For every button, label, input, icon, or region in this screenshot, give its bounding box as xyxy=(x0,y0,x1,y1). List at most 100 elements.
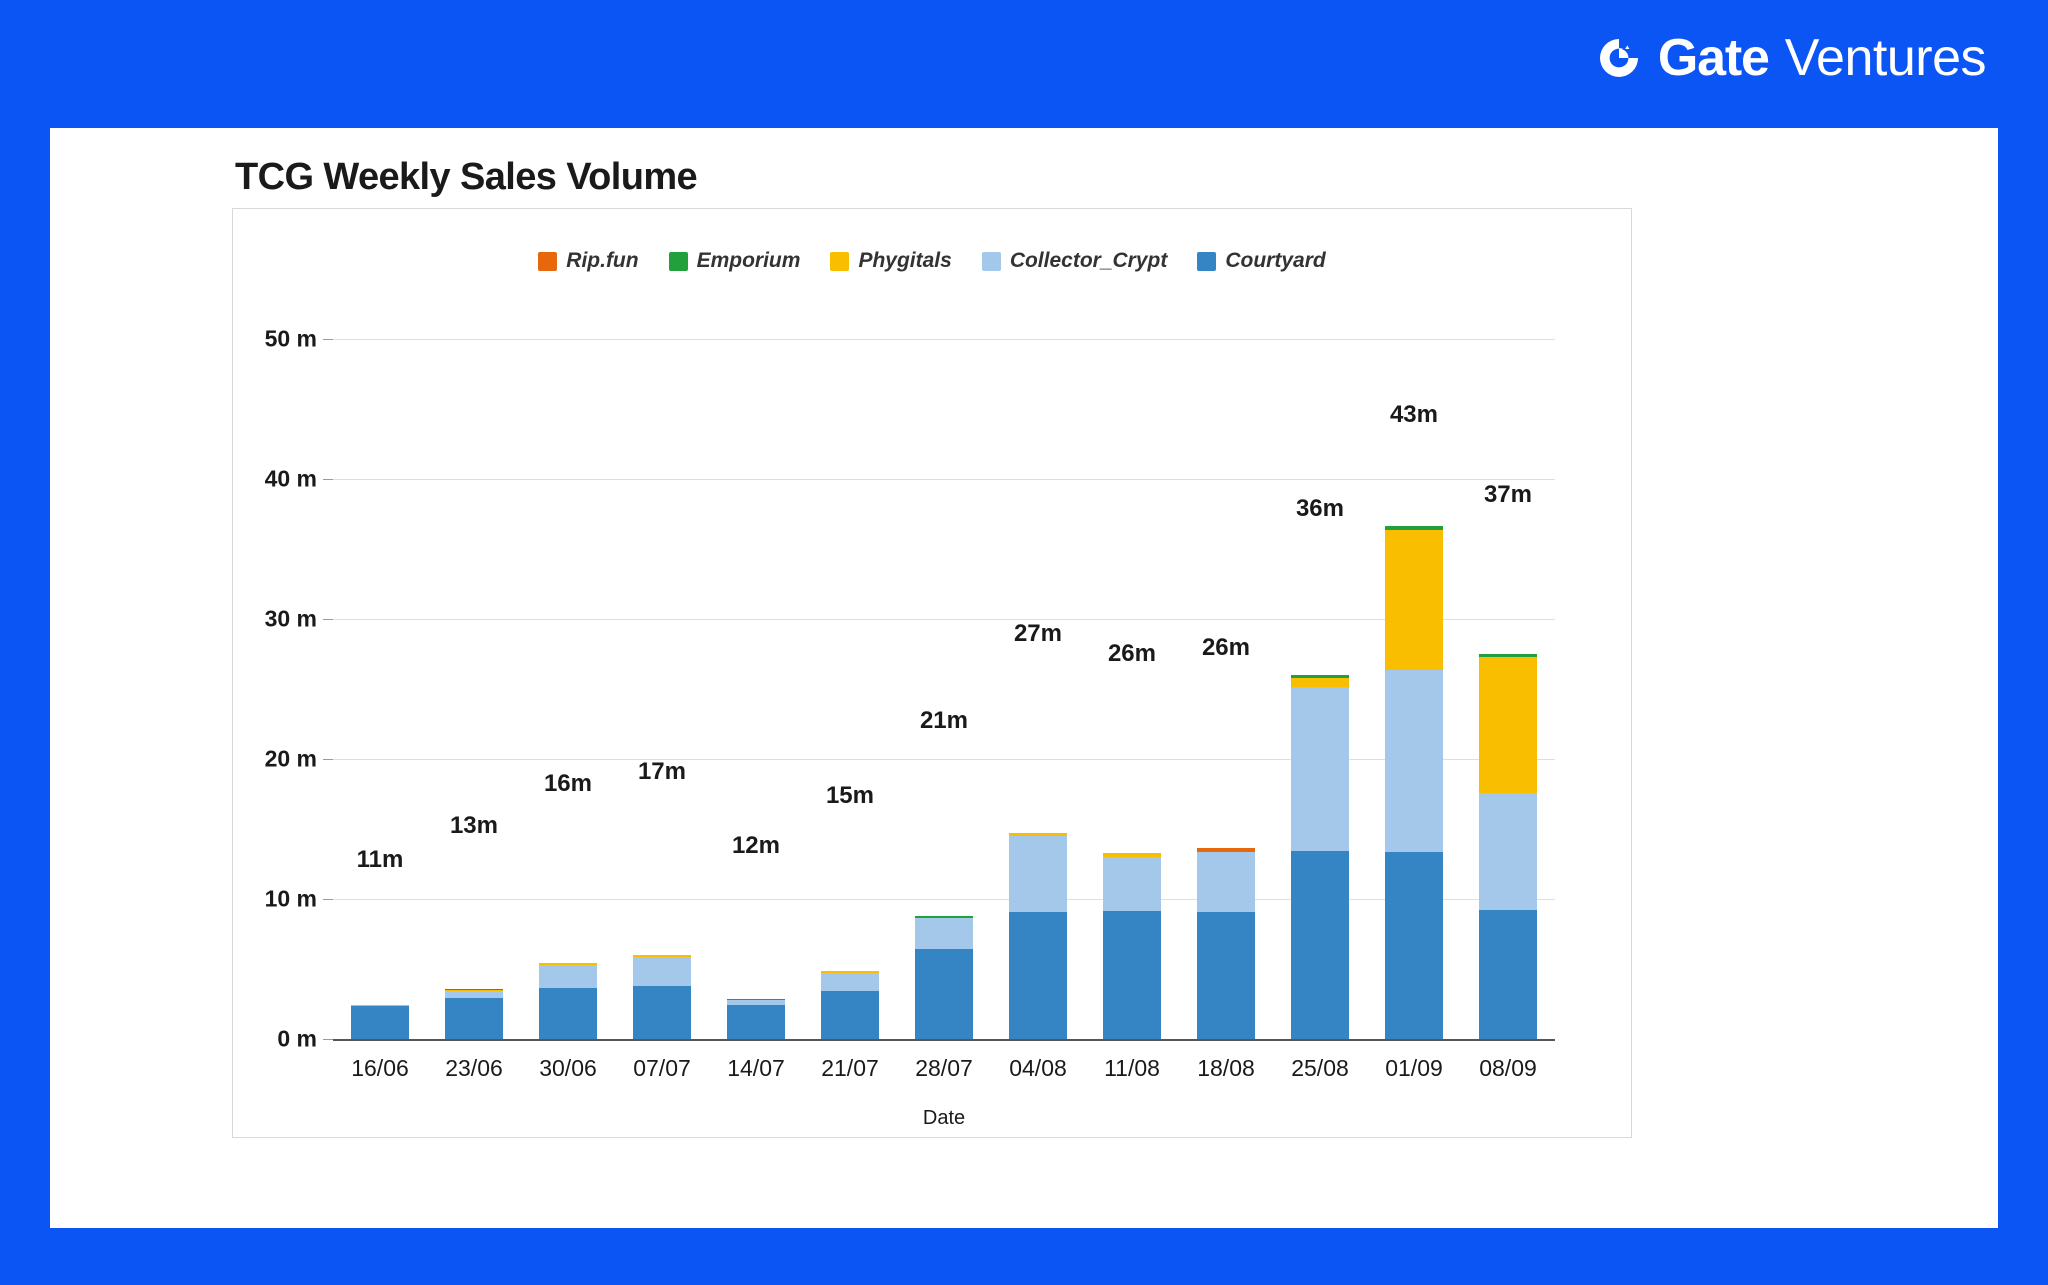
bar-segment-courtyard[interactable] xyxy=(1102,910,1162,1039)
bar-total-label: 27m xyxy=(1013,619,1063,647)
legend-item-emporium[interactable]: Emporium xyxy=(668,249,801,273)
bar-segment-collector-crypt[interactable] xyxy=(1290,686,1350,852)
bar-total-label: 13m xyxy=(449,812,499,840)
bar-segment-emporium[interactable] xyxy=(444,988,504,990)
bar-slot: 26m 11/08 xyxy=(1085,339,1179,1081)
bar-stack[interactable]: 12m xyxy=(726,832,786,1039)
legend-item-courtyard[interactable]: Courtyard xyxy=(1197,249,1326,273)
bars-layer: 11m 16/06 13m 23/06 16m 30/06 17m 07/07 12m 14/07… xyxy=(333,339,1555,1081)
x-tick-label: 08/09 xyxy=(1479,1055,1537,1081)
bar-slot: 36m 25/08 xyxy=(1273,339,1367,1081)
bar-segment-emporium[interactable] xyxy=(1478,653,1538,657)
bar-stack[interactable]: 27m xyxy=(1008,620,1068,1039)
bar-segment-courtyard[interactable] xyxy=(1196,912,1256,1039)
bar-total-label: 43m xyxy=(1389,400,1439,428)
x-tick-label: 18/08 xyxy=(1197,1055,1255,1081)
bar-segment-collector-crypt[interactable] xyxy=(632,956,692,986)
bar-segment-collector-crypt[interactable] xyxy=(1196,851,1256,913)
bar-segment-collector-crypt[interactable] xyxy=(1008,836,1068,913)
y-tick-mark xyxy=(323,339,333,340)
x-tick-label: 14/07 xyxy=(727,1055,785,1081)
bar-total-label: 16m xyxy=(543,769,593,797)
bar-segment-phygitals[interactable] xyxy=(820,970,880,974)
y-tick-mark xyxy=(323,759,333,760)
plot-area: 0 m 10 m 20 m 30 m 40 m 50 m 11m 16/06 13m 23/06… xyxy=(265,326,1555,1129)
bar-segment-collector-crypt[interactable] xyxy=(538,965,598,989)
gridline xyxy=(333,759,1555,760)
legend-swatch-icon xyxy=(830,251,850,271)
bar-segment-courtyard[interactable] xyxy=(1384,852,1444,1039)
x-tick-label: 16/06 xyxy=(351,1055,409,1081)
bar-slot: 16m 30/06 xyxy=(521,339,615,1081)
bar-slot: 21m 28/07 xyxy=(897,339,991,1081)
y-tick-mark xyxy=(323,899,333,900)
y-tick-label: 0 m xyxy=(277,1025,317,1052)
y-tick-mark xyxy=(323,619,333,620)
brand-logo: Gate Ventures xyxy=(1596,29,1987,87)
bar-segment-collector-crypt[interactable] xyxy=(914,918,974,950)
bar-segment-phygitals[interactable] xyxy=(1290,677,1350,687)
x-tick-label: 07/07 xyxy=(633,1055,691,1081)
bar-segment-emporium[interactable] xyxy=(1290,675,1350,678)
bar-segment-phygitals[interactable] xyxy=(1102,853,1162,857)
header-band: Gate Ventures xyxy=(0,0,2048,128)
bar-segment-phygitals[interactable] xyxy=(538,963,598,966)
legend-label: Courtyard xyxy=(1225,249,1326,272)
x-tick-label: 30/06 xyxy=(539,1055,597,1081)
bar-slot: 11m 16/06 xyxy=(333,339,427,1081)
bar-total-label: 37m xyxy=(1483,480,1533,508)
legend-item-collector-crypt[interactable]: Collector_Crypt xyxy=(981,249,1167,273)
bar-segment-collector-crypt[interactable] xyxy=(1478,792,1538,911)
y-tick-label: 20 m xyxy=(264,745,317,772)
bar-segment-courtyard[interactable] xyxy=(726,1004,786,1039)
legend-item-rip-fun[interactable]: Rip.fun xyxy=(538,249,639,273)
bar-stack[interactable]: 11m xyxy=(350,846,410,1039)
bar-slot: 37m 08/09 xyxy=(1461,339,1555,1081)
bar-segment-courtyard[interactable] xyxy=(1008,912,1068,1039)
bar-segment-phygitals[interactable] xyxy=(1478,656,1538,793)
bar-segment-courtyard[interactable] xyxy=(820,990,880,1039)
bar-slot: 43m 01/09 xyxy=(1367,339,1461,1081)
bar-stack[interactable]: 17m xyxy=(632,758,692,1039)
bar-total-label: 15m xyxy=(825,781,875,809)
bar-stack[interactable]: 13m xyxy=(444,812,504,1039)
bar-segment-emporium[interactable] xyxy=(1384,526,1444,530)
bar-segment-emporium[interactable] xyxy=(914,916,974,919)
legend-item-phygitals[interactable]: Phygitals xyxy=(830,249,952,273)
bar-segment-courtyard[interactable] xyxy=(444,997,504,1039)
legend-swatch-icon xyxy=(538,251,558,271)
bar-total-label: 26m xyxy=(1107,639,1157,667)
bar-segment-collector-crypt[interactable] xyxy=(820,973,880,991)
bar-segment-phygitals[interactable] xyxy=(1384,529,1444,670)
x-tick-label: 11/08 xyxy=(1104,1055,1160,1081)
bar-segment-collector-crypt[interactable] xyxy=(726,999,786,1005)
bar-segment-emporium[interactable] xyxy=(726,998,786,1000)
legend-swatch-icon xyxy=(668,251,688,271)
bar-segment-courtyard[interactable] xyxy=(1290,851,1350,1039)
bar-segment-courtyard[interactable] xyxy=(632,985,692,1039)
bar-segment-courtyard[interactable] xyxy=(538,988,598,1039)
gridline xyxy=(333,339,1555,340)
bar-segment-rip-fun[interactable] xyxy=(1196,847,1256,852)
bar-segment-collector-crypt[interactable] xyxy=(1102,856,1162,911)
bar-stack[interactable]: 21m xyxy=(914,707,974,1039)
bar-stack[interactable]: 37m xyxy=(1478,481,1538,1039)
bar-segment-courtyard[interactable] xyxy=(1478,910,1538,1039)
bar-segment-courtyard[interactable] xyxy=(914,949,974,1039)
bar-segment-phygitals[interactable] xyxy=(1008,832,1068,837)
legend-label: Emporium xyxy=(696,249,801,272)
bar-segment-collector-crypt[interactable] xyxy=(444,990,504,998)
bar-stack[interactable]: 16m xyxy=(538,770,598,1039)
bar-stack[interactable]: 15m xyxy=(820,782,880,1039)
bar-segment-phygitals[interactable] xyxy=(444,989,504,991)
bar-segment-courtyard[interactable] xyxy=(350,1005,410,1039)
bar-stack[interactable]: 43m xyxy=(1384,401,1444,1039)
bar-stack[interactable]: 36m xyxy=(1290,495,1350,1039)
bar-segment-collector-crypt[interactable] xyxy=(1384,669,1444,853)
bar-segment-phygitals[interactable] xyxy=(632,955,692,957)
bar-stack[interactable]: 26m xyxy=(1102,640,1162,1039)
bar-segment-phygitals[interactable] xyxy=(350,1005,410,1006)
bar-slot: 17m 07/07 xyxy=(615,339,709,1081)
brand-suffix: Ventures xyxy=(1784,29,1987,87)
bar-stack[interactable]: 26m xyxy=(1196,634,1256,1039)
